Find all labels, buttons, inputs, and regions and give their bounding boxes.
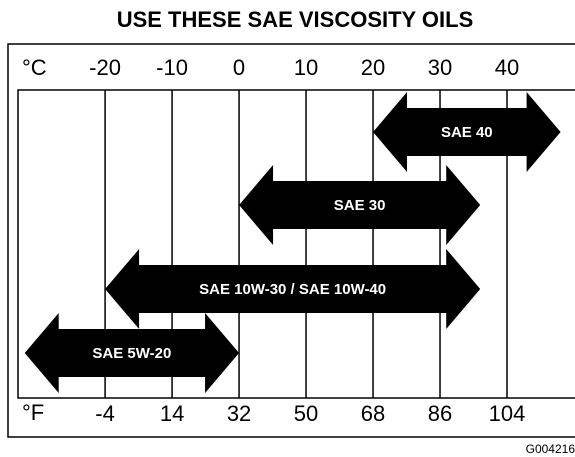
- x2-tick-label: 50: [294, 401, 318, 426]
- x-tick-label: 40: [495, 55, 519, 80]
- range-arrow: [239, 165, 481, 245]
- x2-tick-label: 68: [361, 401, 385, 426]
- celsius-unit: °C: [22, 55, 47, 80]
- x-tick-label: 10: [294, 55, 318, 80]
- range-arrow: [105, 249, 481, 329]
- x-tick-label: -20: [89, 55, 121, 80]
- x2-tick-label: 104: [489, 401, 526, 426]
- x2-tick-label: 32: [227, 401, 251, 426]
- arrow-label: SAE 40: [441, 124, 493, 141]
- x-tick-label: 20: [361, 55, 385, 80]
- figure-code: G004216: [526, 442, 575, 456]
- arrow-label: SAE 10W-30 / SAE 10W-40: [199, 281, 386, 298]
- range-arrow: [24, 313, 240, 393]
- fahrenheit-unit: °F: [22, 400, 44, 425]
- plot-frame: [17, 89, 575, 399]
- x2-tick-label: 14: [160, 401, 184, 426]
- range-arrow: [373, 92, 561, 172]
- x2-tick-label: -4: [95, 401, 115, 426]
- chart-title: USE THESE SAE VISCOSITY OILS: [117, 7, 474, 32]
- x-tick-label: -10: [156, 55, 188, 80]
- arrow-label: SAE 5W-20: [92, 345, 171, 362]
- x-tick-label: 30: [428, 55, 452, 80]
- x-tick-label: 0: [233, 55, 245, 80]
- outer-frame: [7, 43, 575, 438]
- x2-tick-label: 86: [428, 401, 452, 426]
- arrow-label: SAE 30: [334, 197, 386, 214]
